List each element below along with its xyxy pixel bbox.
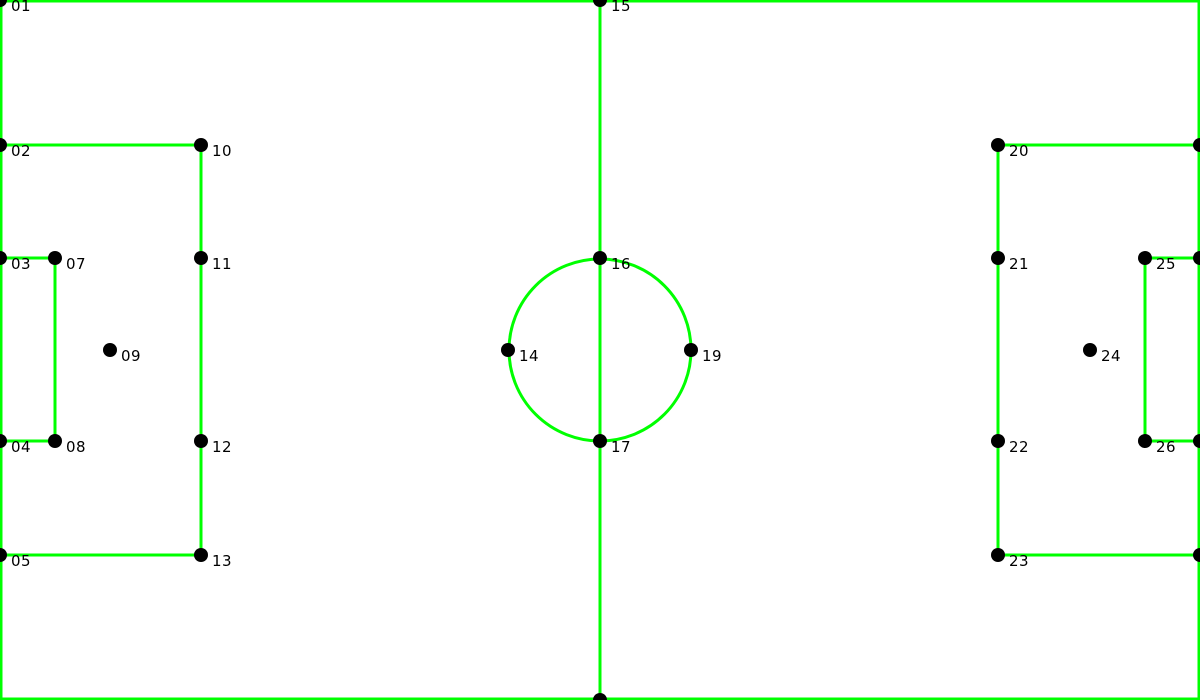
keypoint-21: 21 [991,251,1029,273]
keypoint-label-08: 08 [66,438,86,456]
keypoint-dot-26 [1138,434,1152,448]
keypoint-23: 23 [991,548,1029,570]
keypoint-label-11: 11 [212,255,232,273]
keypoint-dot-25 [1138,251,1152,265]
keypoint-19: 19 [684,343,722,365]
keypoint-label-19: 19 [702,347,722,365]
keypoint-24: 24 [1083,343,1121,365]
keypoint-dot-17 [593,434,607,448]
keypoint-26: 26 [1138,434,1176,456]
keypoint-13: 13 [194,548,232,570]
keypoint-dot-05 [0,548,7,562]
keypoint-label-24: 24 [1101,347,1121,365]
keypoint-07: 07 [48,251,86,273]
keypoint-16: 16 [593,251,631,273]
keypoint-label-22: 22 [1009,438,1029,456]
keypoint-dot-04 [0,434,7,448]
keypoint-01: 01 [0,0,31,15]
keypoint-dot-14 [501,343,515,357]
keypoint-label-05: 05 [11,552,31,570]
keypoint-label-14: 14 [519,347,539,365]
keypoint-dot-03 [0,251,7,265]
keypoint-label-21: 21 [1009,255,1029,273]
keypoint-label-26: 26 [1156,438,1176,456]
keypoint-label-10: 10 [212,142,232,160]
right-penalty-box [996,143,1200,557]
keypoint-08: 08 [48,434,86,456]
keypoint-dot-22 [991,434,1005,448]
keypoint-20: 20 [991,138,1029,160]
keypoint-03: 03 [0,251,31,273]
keypoint-25: 25 [1138,251,1176,273]
keypoint-dot-12 [194,434,208,448]
keypoint-dot-01 [0,0,7,7]
keypoint-12: 12 [194,434,232,456]
keypoint-22: 22 [991,434,1029,456]
keypoint-label-25: 25 [1156,255,1176,273]
keypoint-label-01: 01 [11,0,31,15]
keypoint-dot-16 [593,251,607,265]
keypoint-dot-24 [1083,343,1097,357]
keypoint-dot-23 [991,548,1005,562]
keypoint-dot-right-edge-441 [1193,434,1200,448]
keypoint-dot-bottom-center [593,693,607,700]
keypoint-02: 02 [0,138,31,160]
keypoint-dot-right-edge-145 [1193,138,1200,152]
keypoint-14: 14 [501,343,539,365]
keypoint-label-09: 09 [121,347,141,365]
keypoint-dot-right-edge-258 [1193,251,1200,265]
keypoint-dot-13 [194,548,208,562]
keypoint-15: 15 [593,0,631,15]
left-goal-area [0,256,57,443]
keypoint-10: 10 [194,138,232,160]
keypoint-dot-20 [991,138,1005,152]
keypoint-label-15: 15 [611,0,631,15]
keypoint-label-23: 23 [1009,552,1029,570]
keypoint-label-07: 07 [66,255,86,273]
right-goal-area [1143,256,1200,443]
keypoint-label-17: 17 [611,438,631,456]
keypoint-05: 05 [0,548,31,570]
keypoint-dot-15 [593,0,607,7]
keypoint-label-03: 03 [11,255,31,273]
keypoint-04: 04 [0,434,31,456]
keypoint-label-20: 20 [1009,142,1029,160]
keypoint-dot-08 [48,434,62,448]
keypoint-label-16: 16 [611,255,631,273]
keypoint-09: 09 [103,343,141,365]
keypoint-dot-19 [684,343,698,357]
keypoint-dot-10 [194,138,208,152]
keypoint-dot-09 [103,343,117,357]
keypoint-17: 17 [593,434,631,456]
left-penalty-box [0,143,203,557]
keypoint-label-02: 02 [11,142,31,160]
keypoint-label-04: 04 [11,438,31,456]
keypoint-dot-07 [48,251,62,265]
keypoint-label-13: 13 [212,552,232,570]
keypoint-label-12: 12 [212,438,232,456]
keypoint-dot-right-edge-555 [1193,548,1200,562]
keypoint-11: 11 [194,251,232,273]
keypoint-dot-11 [194,251,208,265]
keypoint-dot-21 [991,251,1005,265]
keypoint-dot-02 [0,138,7,152]
